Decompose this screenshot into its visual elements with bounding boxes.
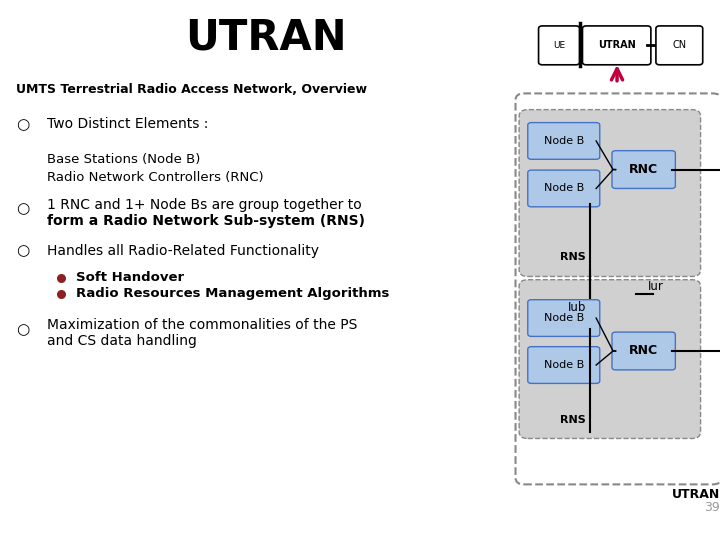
FancyBboxPatch shape <box>612 151 675 188</box>
Text: RNC: RNC <box>629 163 658 176</box>
Text: UTRAN: UTRAN <box>598 40 636 50</box>
Text: ○: ○ <box>16 201 29 217</box>
Text: CN: CN <box>672 40 686 50</box>
Text: RNC: RNC <box>629 345 658 357</box>
Text: Iur: Iur <box>648 280 664 293</box>
Text: 39: 39 <box>704 501 720 514</box>
FancyBboxPatch shape <box>528 123 600 159</box>
Text: Maximization of the commonalities of the PS: Maximization of the commonalities of the… <box>47 318 357 332</box>
Text: RNS: RNS <box>560 415 586 425</box>
FancyBboxPatch shape <box>528 300 600 336</box>
Text: ○: ○ <box>16 322 29 337</box>
Text: Radio Resources Management Algorithms: Radio Resources Management Algorithms <box>76 287 389 300</box>
Text: UTRAN: UTRAN <box>186 17 347 59</box>
Text: Node B: Node B <box>544 360 584 370</box>
Text: ○: ○ <box>16 117 29 132</box>
Text: and CS data handling: and CS data handling <box>47 334 197 348</box>
Text: Node B: Node B <box>544 184 584 193</box>
Text: Two Distinct Elements :: Two Distinct Elements : <box>47 117 208 131</box>
Text: Node B: Node B <box>544 313 584 323</box>
FancyBboxPatch shape <box>582 26 651 65</box>
Text: RNS: RNS <box>560 252 586 261</box>
FancyBboxPatch shape <box>516 93 720 484</box>
FancyBboxPatch shape <box>612 332 675 370</box>
FancyBboxPatch shape <box>528 347 600 383</box>
Text: Handles all Radio-Related Functionality: Handles all Radio-Related Functionality <box>47 244 319 258</box>
FancyBboxPatch shape <box>656 26 703 65</box>
Text: Node B: Node B <box>544 136 584 146</box>
Text: UTRAN: UTRAN <box>672 488 720 501</box>
Text: UE: UE <box>553 41 565 50</box>
Text: Soft Handover: Soft Handover <box>76 271 184 284</box>
Text: Radio Network Controllers (RNC): Radio Network Controllers (RNC) <box>47 171 264 184</box>
Text: UMTS Terrestrial Radio Access Network, Overview: UMTS Terrestrial Radio Access Network, O… <box>16 83 366 96</box>
Text: 1 RNC and 1+ Node Bs are group together to: 1 RNC and 1+ Node Bs are group together … <box>47 198 361 212</box>
Text: ○: ○ <box>16 244 29 259</box>
Text: Iub: Iub <box>568 301 587 314</box>
FancyBboxPatch shape <box>519 110 701 276</box>
FancyBboxPatch shape <box>528 170 600 207</box>
FancyBboxPatch shape <box>519 280 701 438</box>
Text: form a Radio Network Sub-system (RNS): form a Radio Network Sub-system (RNS) <box>47 214 365 228</box>
Text: Base Stations (Node B): Base Stations (Node B) <box>47 153 200 166</box>
FancyBboxPatch shape <box>539 26 580 65</box>
